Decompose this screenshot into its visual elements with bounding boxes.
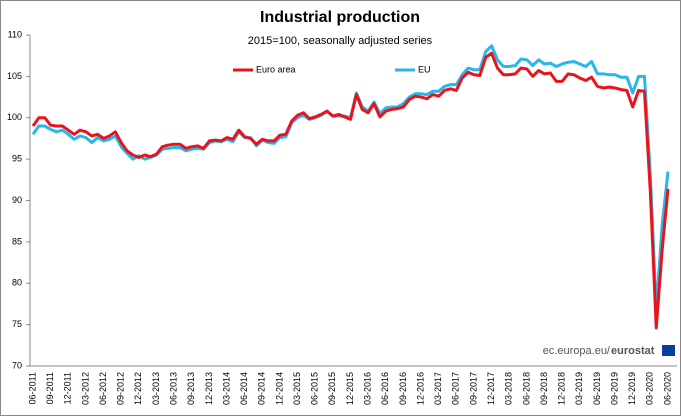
y-tick-label: 110 <box>8 29 22 39</box>
x-tick-label: 06-2013 <box>168 372 178 405</box>
x-tick-label: 12-2015 <box>345 372 355 405</box>
x-tick-label: 03-2014 <box>221 372 231 405</box>
x-tick-label: 09-2011 <box>45 372 55 404</box>
x-tick-label: 03-2018 <box>504 372 514 405</box>
eu-flag <box>662 345 675 356</box>
x-tick-label: 03-2017 <box>433 372 443 405</box>
x-tick-label: 06-2016 <box>380 372 390 405</box>
x-tick-label: 03-2013 <box>151 372 161 405</box>
x-tick-label: 09-2014 <box>257 372 267 405</box>
legend-label: EU <box>418 64 431 74</box>
y-tick-label: 80 <box>12 278 22 288</box>
x-tick-label: 06-2012 <box>98 372 108 405</box>
chart-subtitle: 2015=100, seasonally adjusted series <box>248 35 433 47</box>
y-tick-label: 90 <box>12 195 22 205</box>
y-tick-label: 100 <box>7 112 22 122</box>
y-tick-label: 85 <box>12 236 22 246</box>
x-tick-label: 09-2012 <box>116 372 126 405</box>
x-tick-label: 06-2011 <box>27 372 37 404</box>
x-tick-label: 12-2017 <box>486 372 496 405</box>
x-tick-label: 03-2015 <box>292 372 302 405</box>
x-tick-label: 12-2011 <box>63 372 73 404</box>
x-tick-label: 06-2017 <box>451 372 461 405</box>
x-tick-label: 03-2020 <box>645 372 655 405</box>
x-tick-label: 12-2014 <box>274 372 284 405</box>
x-tick-label: 09-2019 <box>609 372 619 405</box>
x-tick-label: 09-2016 <box>398 372 408 405</box>
x-tick-label: 12-2016 <box>415 372 425 405</box>
x-tick-label: 12-2012 <box>133 372 143 405</box>
x-tick-label: 12-2018 <box>557 372 567 405</box>
x-tick-label: 06-2014 <box>239 372 249 405</box>
x-tick-label: 06-2020 <box>662 372 672 405</box>
x-tick-label: 09-2015 <box>327 372 337 405</box>
y-tick-label: 105 <box>7 71 22 81</box>
chart-title: Industrial production <box>260 9 420 26</box>
x-tick-label: 12-2013 <box>204 372 214 405</box>
source-brand: eurostat <box>611 345 655 357</box>
legend: EU Euro area <box>233 64 431 74</box>
x-tick-label: 09-2017 <box>468 372 478 405</box>
x-tick-label: 12-2019 <box>627 372 637 405</box>
x-tick-label: 06-2018 <box>521 372 531 405</box>
source-site: ec.europa.eu/ <box>543 345 611 357</box>
x-tick-label: 06-2019 <box>592 372 602 405</box>
x-tick-label: 03-2012 <box>80 372 90 405</box>
x-tick-label: 03-2019 <box>574 372 584 405</box>
y-tick-label: 95 <box>12 154 22 164</box>
y-tick-label: 75 <box>12 319 22 329</box>
x-tick-label: 09-2013 <box>186 372 196 405</box>
x-tick-label: 03-2016 <box>363 372 373 405</box>
x-tick-label: 09-2018 <box>539 372 549 405</box>
y-tick-label: 70 <box>12 360 22 370</box>
legend-label: Euro area <box>256 64 296 74</box>
x-tick-label: 06-2015 <box>310 372 320 405</box>
series-line <box>31 51 670 330</box>
